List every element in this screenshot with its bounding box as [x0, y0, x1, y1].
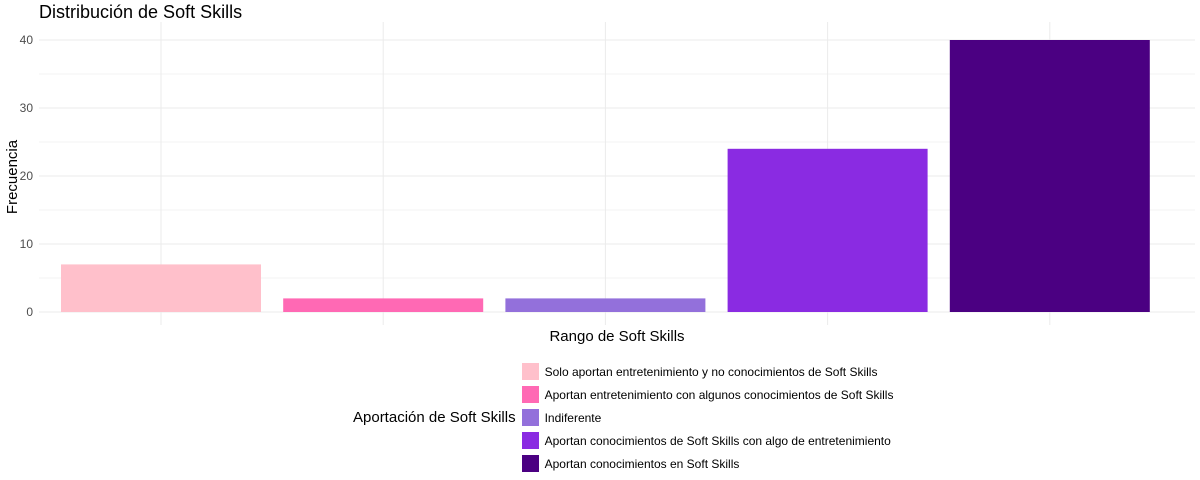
y-tick-label: 40	[20, 33, 34, 47]
legend-item: Indiferente	[521, 406, 894, 429]
bar-4	[727, 148, 928, 312]
legend-item: Aportan conocimientos de Soft Skills con…	[521, 429, 894, 452]
bar-1	[61, 264, 261, 312]
x-axis-title: Rango de Soft Skills	[549, 328, 684, 345]
legend-key	[521, 455, 539, 472]
y-tick-label: 10	[20, 237, 34, 251]
legend-label: Aportan conocimientos en Soft Skills	[544, 456, 740, 471]
legend-label: Aportan conocimientos de Soft Skills con…	[544, 433, 891, 448]
y-tick-label: 20	[20, 169, 34, 183]
y-tick-label: 0	[26, 305, 33, 319]
chart-title: Distribución de Soft Skills	[39, 2, 243, 22]
legend-item: Aportan conocimientos en Soft Skills	[521, 452, 894, 475]
legend-key	[521, 432, 539, 449]
legend-title: Aportación de Soft Skills	[353, 409, 516, 426]
bar-5	[949, 40, 1150, 312]
bar-2	[283, 298, 484, 312]
legend-item: Aportan entretenimiento con algunos cono…	[521, 383, 894, 406]
y-tick-label: 30	[20, 101, 34, 115]
bar-3	[505, 298, 706, 312]
legend-label: Solo aportan entretenimiento y no conoci…	[544, 364, 878, 379]
legend-key	[521, 409, 539, 426]
bars	[61, 40, 1150, 312]
legend-item: Solo aportan entretenimiento y no conoci…	[521, 360, 894, 383]
legend-key	[521, 363, 539, 380]
legend-label: Aportan entretenimiento con algunos cono…	[544, 387, 894, 402]
y-axis-ticks: 0 10 20 30 40	[20, 33, 34, 319]
legend: Aportación de Soft Skills Solo aportan e…	[353, 360, 893, 475]
y-axis-title: Frecuencia	[4, 139, 21, 214]
legend-items: Solo aportan entretenimiento y no conoci…	[521, 360, 894, 475]
legend-key	[521, 386, 539, 403]
legend-label: Indiferente	[544, 410, 602, 425]
